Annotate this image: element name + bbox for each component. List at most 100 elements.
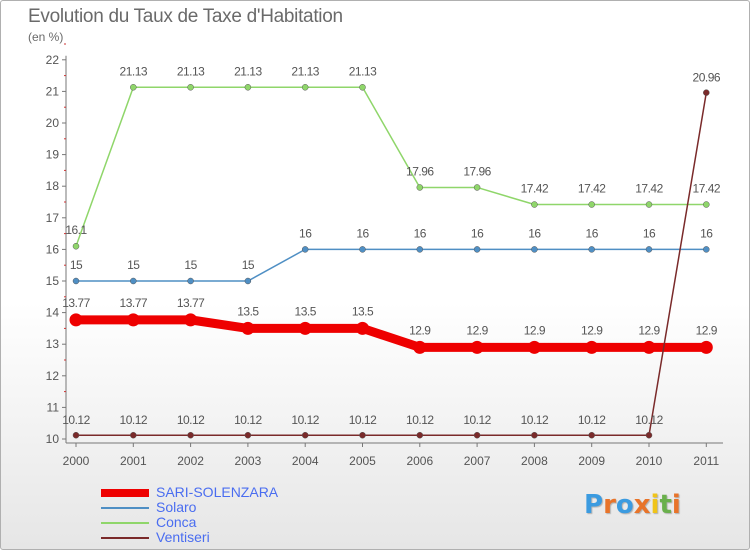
chart-title: Evolution du Taux de Taxe d'Habitation <box>28 6 343 27</box>
data-point-ventiseri <box>244 431 252 439</box>
data-label-sari-solenzara: 13.77 <box>62 296 90 310</box>
data-label-ventiseri: 10.12 <box>234 413 262 427</box>
x-tick-label: 2006 <box>406 454 433 468</box>
logo-letter: o <box>615 490 634 520</box>
data-label-conca: 17.42 <box>693 182 721 196</box>
data-point-conca <box>531 201 538 208</box>
data-label-solaro: 15 <box>70 258 83 272</box>
data-label-sari-solenzara: 13.5 <box>352 304 374 318</box>
data-point-ventiseri <box>645 431 653 439</box>
data-point-conca <box>187 84 194 91</box>
data-point-solaro <box>703 246 710 253</box>
data-label-solaro: 15 <box>127 258 140 272</box>
data-label-solaro: 16 <box>528 226 541 240</box>
data-point-conca <box>416 184 424 191</box>
data-label-sari-solenzara: 13.5 <box>295 304 317 318</box>
x-tick-label: 2004 <box>292 454 319 468</box>
data-point-conca <box>244 84 252 91</box>
data-label-ventiseri: 20.96 <box>693 71 721 85</box>
legend-label: SARI-SOLENZARA <box>156 484 279 500</box>
data-point-ventiseri <box>72 431 80 439</box>
data-label-sari-solenzara: 13.5 <box>237 304 259 318</box>
legend-swatch <box>101 537 149 539</box>
data-label-solaro: 16 <box>643 226 656 240</box>
series-line-sari-solenzara <box>71 315 711 352</box>
data-point-conca <box>703 201 710 208</box>
data-point-sari-solenzara <box>241 321 255 335</box>
legend-label: Ventiseri <box>156 529 210 545</box>
x-tick-label: 2002 <box>177 454 204 468</box>
data-label-conca: 17.42 <box>578 182 606 196</box>
data-point-sari-solenzara <box>184 313 198 327</box>
data-label-sari-solenzara: 13.77 <box>177 296 205 310</box>
data-point-conca <box>359 84 366 91</box>
data-label-solaro: 16 <box>471 226 484 240</box>
data-label-sari-solenzara: 12.9 <box>524 323 546 337</box>
x-tick-label: 2011 <box>693 454 719 468</box>
data-label-solaro: 16 <box>414 226 427 240</box>
logo-letter: P <box>584 490 604 520</box>
logo-letter: r <box>603 490 616 520</box>
data-point-ventiseri <box>359 431 366 439</box>
y-tick-label: 10 <box>46 432 60 446</box>
data-label-solaro: 16 <box>356 226 369 240</box>
data-point-ventiseri <box>703 89 710 96</box>
y-tick-label: 12 <box>46 369 60 383</box>
data-label-ventiseri: 10.12 <box>635 413 663 427</box>
data-point-solaro <box>72 277 80 285</box>
legend-swatch <box>101 507 149 509</box>
x-tick-label: 2000 <box>63 454 90 468</box>
data-point-conca <box>645 201 653 208</box>
data-label-solaro: 16 <box>586 226 599 240</box>
data-point-conca <box>72 242 80 250</box>
x-tick-label: 2008 <box>521 454 548 468</box>
legend-label: Conca <box>156 514 197 530</box>
data-point-sari-solenzara <box>527 340 541 354</box>
legend-swatch <box>101 489 149 497</box>
data-label-conca: 21.13 <box>120 64 148 78</box>
data-point-sari-solenzara <box>356 321 369 335</box>
data-point-conca <box>130 84 137 91</box>
data-label-sari-solenzara: 12.9 <box>409 323 431 337</box>
y-tick-label: 19 <box>46 148 60 162</box>
data-point-solaro <box>244 277 252 285</box>
y-tick-label: 11 <box>47 400 60 414</box>
data-point-solaro <box>359 246 366 253</box>
data-point-sari-solenzara <box>69 313 83 327</box>
x-tick-label: 2010 <box>636 454 663 468</box>
series-line-ventiseri <box>75 91 708 436</box>
y-tick-label: 17 <box>46 211 60 225</box>
data-point-solaro <box>473 246 481 253</box>
data-point-solaro <box>187 277 194 285</box>
x-tick-label: 2005 <box>349 454 376 468</box>
data-label-conca: 21.13 <box>349 64 377 78</box>
data-label-solaro: 15 <box>242 258 255 272</box>
x-tick-label: 2009 <box>578 454 605 468</box>
logo-letter: x <box>633 490 651 520</box>
data-label-sari-solenzara: 12.9 <box>638 323 660 337</box>
data-point-solaro <box>531 246 538 253</box>
data-label-ventiseri: 10.12 <box>406 413 434 427</box>
data-label-sari-solenzara: 12.9 <box>466 323 488 337</box>
data-label-ventiseri: 10.12 <box>349 413 377 427</box>
chart-subtitle: (en %) <box>28 30 64 44</box>
proxiti-logo: Proxiti <box>584 490 681 520</box>
data-label-conca: 17.96 <box>463 164 491 178</box>
data-label-solaro: 15 <box>184 258 197 272</box>
series-lines <box>69 84 713 439</box>
data-point-ventiseri <box>473 431 481 439</box>
data-label-conca: 17.96 <box>406 164 434 178</box>
data-point-ventiseri <box>301 431 309 439</box>
data-point-conca <box>301 84 309 91</box>
data-point-sari-solenzara <box>298 321 312 335</box>
data-point-sari-solenzara <box>699 340 713 354</box>
data-label-conca: 21.13 <box>234 64 262 78</box>
series-line-solaro <box>75 248 708 282</box>
data-point-solaro <box>588 246 595 253</box>
data-point-solaro <box>645 246 653 253</box>
y-tick-label: 18 <box>46 179 60 193</box>
y-tick-label: 22 <box>46 53 60 67</box>
data-label-ventiseri: 10.12 <box>291 413 319 427</box>
